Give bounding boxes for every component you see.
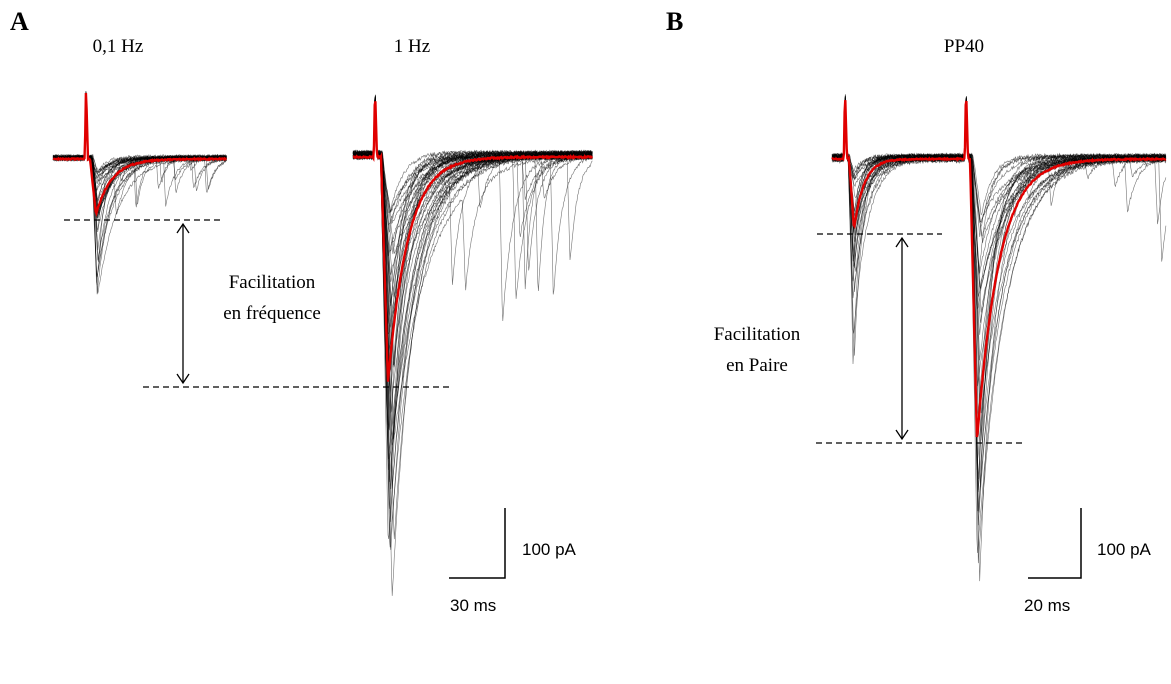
individual-trace bbox=[52, 93, 227, 189]
individual-trace bbox=[831, 94, 1167, 411]
individual-trace bbox=[352, 99, 593, 439]
individual-trace bbox=[52, 93, 227, 295]
individual-trace bbox=[52, 92, 227, 184]
individual-trace bbox=[831, 94, 1167, 420]
condition-pp40-label: PP40 bbox=[944, 36, 984, 57]
individual-trace bbox=[831, 95, 1167, 414]
condition-1hz-label: 1 Hz bbox=[394, 36, 430, 57]
facilitation-double-arrow bbox=[176, 222, 190, 385]
facilitation-paired-line2: en Paire bbox=[726, 355, 788, 376]
panel-b: B PP40 Facilitation en Paire 100 pA 20 m… bbox=[666, 7, 1167, 615]
individual-trace bbox=[352, 101, 593, 596]
traces-0-1hz bbox=[52, 90, 227, 295]
individual-trace bbox=[831, 101, 1167, 310]
traces-pp40 bbox=[831, 94, 1167, 582]
facilitation-frequency-line2: en fréquence bbox=[223, 303, 321, 324]
individual-trace bbox=[52, 96, 227, 214]
individual-trace bbox=[52, 91, 227, 214]
paired-pulse-double-arrow bbox=[895, 236, 909, 441]
facilitation-frequency-line1: Facilitation bbox=[229, 272, 316, 293]
individual-trace bbox=[831, 100, 1167, 564]
individual-trace bbox=[52, 93, 227, 294]
scale-current-a: 100 pA bbox=[522, 540, 577, 559]
individual-trace bbox=[352, 101, 593, 322]
traces-1hz bbox=[352, 94, 594, 596]
individual-trace bbox=[52, 96, 227, 212]
individual-trace bbox=[831, 100, 1167, 441]
individual-trace bbox=[52, 94, 227, 205]
scale-bar-a bbox=[449, 508, 506, 579]
panel-a-label: A bbox=[10, 7, 29, 36]
scale-bar-b bbox=[1028, 508, 1082, 579]
individual-trace bbox=[52, 93, 227, 216]
individual-trace bbox=[52, 93, 227, 215]
average-trace bbox=[52, 92, 227, 217]
individual-trace bbox=[352, 98, 593, 424]
individual-trace bbox=[831, 95, 1167, 313]
panel-b-label: B bbox=[666, 7, 683, 36]
average-trace bbox=[831, 100, 1167, 438]
individual-trace bbox=[352, 98, 593, 324]
condition-0-1hz-label: 0,1 Hz bbox=[93, 36, 144, 57]
scale-time-b: 20 ms bbox=[1024, 596, 1070, 615]
individual-trace bbox=[831, 95, 1167, 257]
individual-trace bbox=[52, 92, 227, 278]
facilitation-paired-line1: Facilitation bbox=[714, 324, 801, 345]
scale-current-b: 100 pA bbox=[1097, 540, 1152, 559]
scale-time-a: 30 ms bbox=[450, 596, 496, 615]
panel-a: A 0,1 Hz 1 Hz Facilitation en fréquence … bbox=[10, 7, 594, 615]
individual-trace bbox=[831, 100, 1167, 335]
average-trace bbox=[352, 101, 594, 382]
